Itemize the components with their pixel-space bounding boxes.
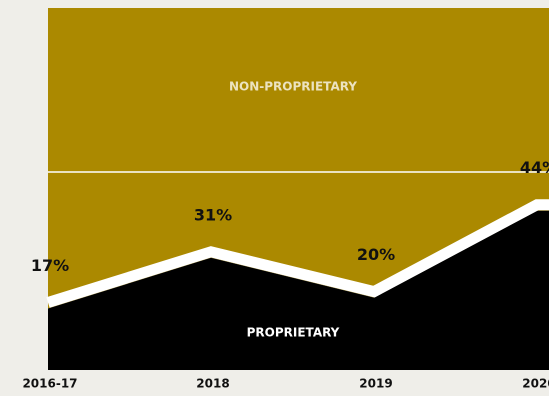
data-label: 31% [194,205,232,224]
x-tick-label: 2019 [359,377,392,391]
area [48,210,549,370]
x-tick-label: 2020 [522,377,549,391]
area [48,8,549,309]
x-tick-label: 2016-17 [22,377,77,391]
series-label: PROPRIETARY [247,326,340,340]
separator [46,199,549,308]
x-tick-label: 2018 [196,377,229,391]
series-label: NON-PROPRIETARY [229,80,357,94]
data-label: 17% [31,256,69,275]
data-label: 44% [520,158,549,177]
data-label: 20% [357,245,395,264]
